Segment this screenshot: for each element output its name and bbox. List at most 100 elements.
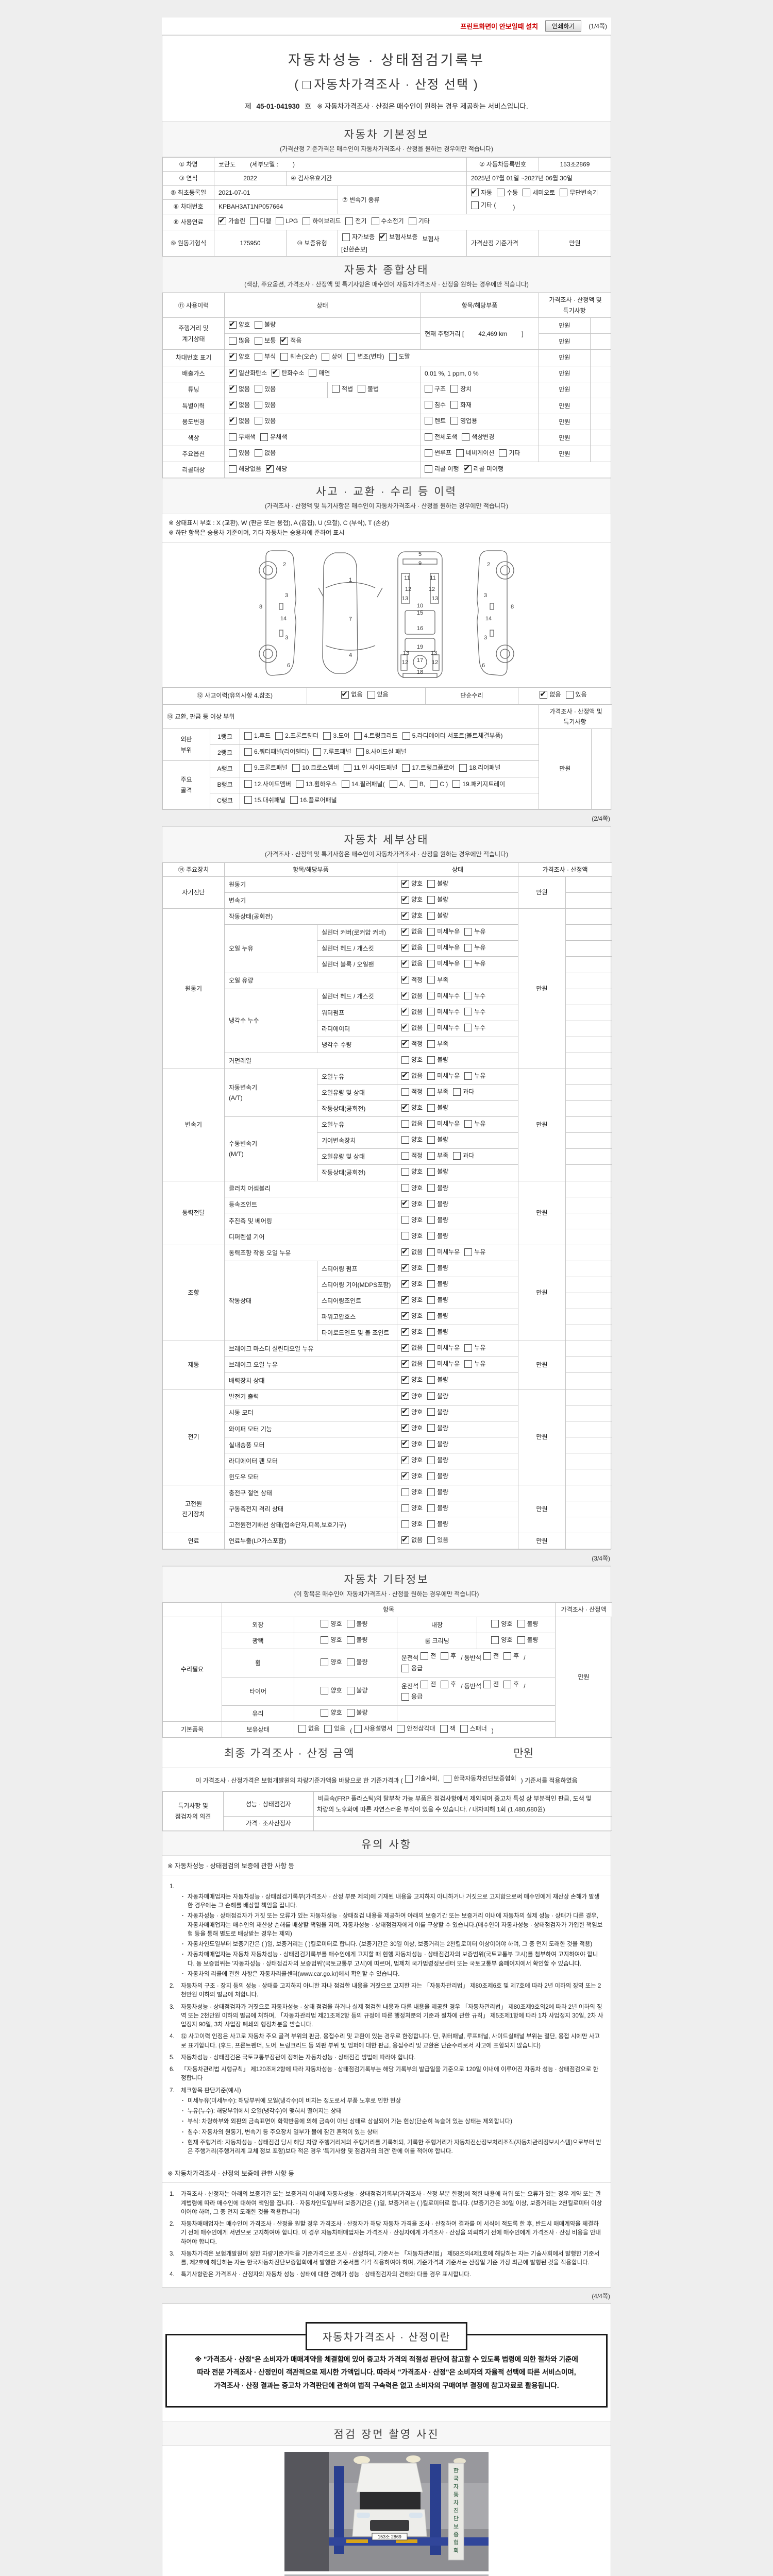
unchecked-checkbox-icon[interactable] [356, 748, 364, 756]
checkbox-option[interactable]: 11.인 사이드패널 [344, 762, 397, 773]
unchecked-checkbox-icon[interactable] [464, 1072, 473, 1080]
unchecked-checkbox-icon[interactable] [276, 217, 284, 225]
checked-checkbox-icon[interactable] [229, 366, 237, 379]
checked-checkbox-icon[interactable] [401, 1341, 410, 1354]
unchecked-checkbox-icon[interactable] [464, 944, 473, 952]
checkbox-option[interactable]: 자가보증 [342, 232, 375, 242]
checkbox-option[interactable]: 없음 [298, 1723, 320, 1734]
unchecked-checkbox-icon[interactable] [275, 732, 283, 740]
checkbox-option[interactable]: 부족 [427, 1150, 448, 1161]
checkbox-option[interactable]: 무채색 [229, 432, 256, 442]
unchecked-checkbox-icon[interactable] [255, 353, 263, 361]
unchecked-checkbox-icon[interactable] [456, 449, 464, 457]
unchecked-checkbox-icon[interactable] [425, 465, 432, 473]
checkbox-option[interactable]: 미세누유 [427, 1071, 460, 1081]
checkbox-option[interactable]: 불량 [346, 1707, 368, 1718]
checkbox-option[interactable]: 전 [483, 1651, 499, 1661]
unchecked-checkbox-icon[interactable] [464, 992, 473, 1000]
checked-checkbox-icon[interactable] [401, 893, 410, 906]
unchecked-checkbox-icon[interactable] [427, 1040, 435, 1048]
checkbox-option[interactable]: 13.휠하우스 [295, 779, 337, 789]
checkbox-option[interactable]: 불량 [427, 1183, 448, 1193]
checkbox-option[interactable]: 양호 [229, 350, 250, 363]
unchecked-checkbox-icon[interactable] [255, 320, 263, 329]
unchecked-checkbox-icon[interactable] [401, 1488, 410, 1496]
checkbox-option[interactable]: 누유 [464, 926, 485, 937]
checkbox-option[interactable]: 부족 [427, 1039, 448, 1049]
checkbox-option[interactable]: 양호 [401, 877, 423, 890]
checkbox-option[interactable]: 양호 [401, 1389, 423, 1402]
unchecked-checkbox-icon[interactable] [322, 353, 330, 361]
checked-checkbox-icon[interactable] [401, 1245, 410, 1258]
unchecked-checkbox-icon[interactable] [244, 732, 252, 740]
unchecked-checkbox-icon[interactable] [441, 1652, 449, 1660]
checked-checkbox-icon[interactable] [401, 909, 410, 922]
unchecked-checkbox-icon[interactable] [427, 1280, 435, 1288]
unchecked-checkbox-icon[interactable] [321, 1708, 329, 1717]
unchecked-checkbox-icon[interactable] [441, 1680, 449, 1688]
unchecked-checkbox-icon[interactable] [427, 1440, 435, 1448]
unchecked-checkbox-icon[interactable] [427, 1072, 435, 1080]
unchecked-checkbox-icon[interactable] [346, 1636, 355, 1644]
unchecked-checkbox-icon[interactable] [244, 748, 252, 756]
checked-checkbox-icon[interactable] [401, 1437, 410, 1450]
checkbox-option[interactable]: 안전삼각대 [397, 1723, 435, 1734]
unchecked-checkbox-icon[interactable] [427, 944, 435, 952]
unchecked-checkbox-icon[interactable] [323, 732, 331, 740]
unchecked-checkbox-icon[interactable] [401, 1120, 410, 1128]
checkbox-option[interactable]: 19.패키지트레이 [452, 779, 505, 789]
checkbox-option[interactable]: 과다 [453, 1087, 474, 1097]
checkbox-option[interactable]: 자동 [471, 185, 492, 199]
checkbox-option[interactable]: 네비게이션 [456, 448, 494, 458]
price-option-checkbox[interactable] [303, 81, 311, 89]
checkbox-option[interactable]: 8.사이드실 패널 [356, 747, 407, 757]
unchecked-checkbox-icon[interactable] [344, 764, 352, 772]
unchecked-checkbox-icon[interactable] [464, 1008, 473, 1016]
checkbox-option[interactable]: 없음 [401, 1021, 423, 1034]
unchecked-checkbox-icon[interactable] [427, 1104, 435, 1112]
checkbox-option[interactable]: 누유 [464, 1359, 485, 1369]
unchecked-checkbox-icon[interactable] [321, 1658, 329, 1666]
checkbox-option[interactable]: 불량 [427, 1487, 448, 1497]
checkbox-option[interactable]: 불량 [427, 1166, 448, 1177]
unchecked-checkbox-icon[interactable] [483, 1680, 492, 1688]
checkbox-option[interactable]: 있음 [427, 1535, 448, 1545]
unchecked-checkbox-icon[interactable] [427, 1248, 435, 1256]
checkbox-option[interactable]: 수동 [497, 188, 518, 198]
checkbox-option[interactable]: 양호 [401, 1325, 423, 1338]
unchecked-checkbox-icon[interactable] [427, 992, 435, 1000]
checkbox-option[interactable]: 상이 [322, 351, 343, 362]
checkbox-option[interactable]: 양호 [401, 1166, 423, 1177]
checkbox-option[interactable]: 적음 [280, 334, 301, 347]
checkbox-option[interactable]: 하이브리드 [303, 216, 341, 226]
checkbox-option[interactable]: 전체도색 [425, 432, 457, 442]
checked-checkbox-icon[interactable] [401, 957, 410, 970]
unchecked-checkbox-icon[interactable] [464, 1248, 473, 1256]
unchecked-checkbox-icon[interactable] [421, 1680, 429, 1688]
checkbox-option[interactable]: 누수 [464, 1007, 485, 1017]
checkbox-option[interactable]: 양호 [401, 1101, 423, 1114]
checkbox-option[interactable]: 응급 [401, 1663, 423, 1673]
unchecked-checkbox-icon[interactable] [401, 1504, 410, 1512]
checkbox-option[interactable]: 누유 [464, 1247, 485, 1257]
checkbox-option[interactable]: 과다 [453, 1150, 474, 1161]
checked-checkbox-icon[interactable] [401, 989, 410, 1002]
unchecked-checkbox-icon[interactable] [427, 1264, 435, 1272]
checkbox-option[interactable]: 양호 [491, 1635, 513, 1645]
checkbox-option[interactable]: 불량 [255, 319, 276, 330]
checkbox-option[interactable]: 디젤 [250, 216, 271, 226]
checked-checkbox-icon[interactable] [219, 214, 226, 227]
checked-checkbox-icon[interactable] [229, 398, 237, 411]
unchecked-checkbox-icon[interactable] [371, 217, 379, 225]
checkbox-option[interactable]: 4.트렁크리드 [354, 731, 398, 741]
checkbox-option[interactable]: 없음 [401, 1245, 423, 1258]
checkbox-option[interactable]: 없음 [401, 1005, 423, 1018]
checkbox-option[interactable]: 있음 [255, 416, 276, 426]
checkbox-option[interactable]: 보험사보증 [379, 230, 417, 243]
checked-checkbox-icon[interactable] [280, 334, 289, 347]
checkbox-option[interactable]: 매연 [309, 368, 330, 378]
checkbox-option[interactable]: 양호 [321, 1685, 342, 1696]
checkbox-option[interactable]: 있음 [255, 384, 276, 394]
checkbox-option[interactable]: 양호 [401, 1503, 423, 1513]
checkbox-option[interactable]: 응급 [401, 1691, 423, 1702]
